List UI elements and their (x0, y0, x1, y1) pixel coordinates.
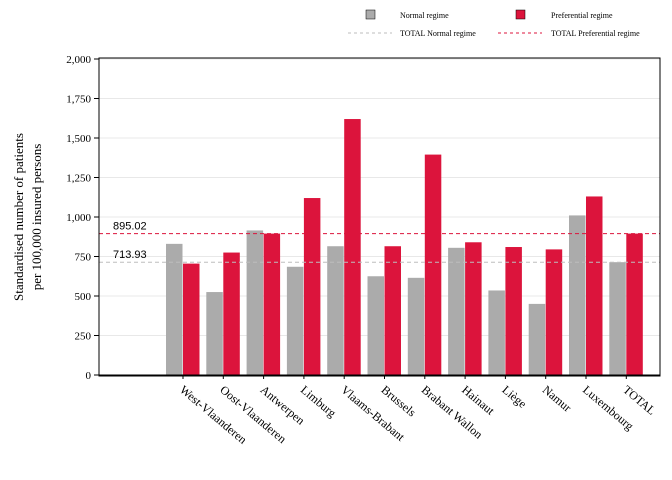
bars (166, 119, 643, 375)
bar-normal (327, 246, 344, 375)
bar-preferential (303, 198, 321, 375)
bar-normal (448, 247, 465, 375)
y-tick-label: 1,000 (66, 212, 91, 224)
legend: Normal regime Preferential regime TOTAL … (348, 9, 640, 38)
bar-normal (569, 215, 586, 375)
y-tick-label: 1,250 (66, 173, 91, 185)
bar-preferential (465, 242, 482, 375)
bar-preferential (384, 246, 401, 375)
y-tick-label: 1,750 (66, 94, 91, 106)
x-axis: West-VlaanderenOost-VlaanderenAntwerpenL… (177, 375, 659, 447)
bar-preferential (545, 249, 563, 375)
bar-preferential (586, 196, 603, 375)
legend-label-total-normal: TOTAL Normal regime (400, 29, 476, 38)
bar-preferential (344, 119, 361, 375)
bar-normal (246, 230, 264, 375)
y-tick-label: 1,500 (66, 133, 91, 145)
bar-normal (206, 292, 223, 375)
bar-normal (528, 303, 546, 375)
legend-swatch-preferential (515, 9, 526, 20)
legend-swatch-normal (365, 9, 376, 20)
bar-preferential (183, 263, 200, 375)
bar-normal (367, 276, 384, 375)
bar-preferential (505, 247, 522, 375)
bar-normal (166, 243, 183, 375)
gridlines (99, 58, 660, 336)
bar-preferential (626, 233, 643, 375)
legend-label-normal: Normal regime (400, 11, 449, 20)
y-tick-label: 500 (75, 291, 92, 303)
y-tick-label: 2,000 (66, 54, 91, 66)
reference-lines: 713.93 895.02 (99, 221, 660, 263)
legend-label-total-preferential: TOTAL Preferential regime (551, 29, 640, 38)
y-axis: 0 250 500 750 1,000 1,250 1,500 1,750 2,000 (66, 54, 99, 382)
y-axis-label-line2: per 100,000 insured persons (29, 144, 44, 291)
bar-preferential (263, 233, 281, 375)
y-tick-label: 0 (86, 370, 92, 382)
bar-preferential (424, 154, 442, 375)
bar-normal (286, 266, 304, 375)
x-tick-label: Liège (499, 383, 529, 411)
y-tick-label: 750 (75, 252, 92, 264)
reference-line-label: 895.02 (113, 221, 147, 233)
bar-normal (488, 290, 505, 375)
legend-label-preferential: Preferential regime (551, 11, 613, 20)
reference-line-label: 713.93 (113, 249, 147, 261)
bar-normal (407, 277, 425, 375)
y-tick-label: 250 (75, 331, 92, 343)
y-axis-label-line1: Standardised number of patients (11, 133, 26, 301)
x-tick-label: Namur (540, 383, 575, 415)
bar-preferential (223, 252, 240, 375)
bar-normal (609, 262, 626, 375)
